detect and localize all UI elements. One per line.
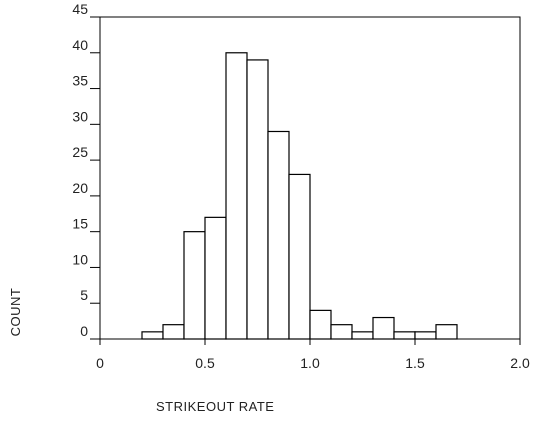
- histogram-bar: [288, 173, 311, 340]
- histogram-bar: [351, 331, 374, 340]
- y-tick-label: 20: [72, 180, 88, 196]
- y-tick-label: 40: [72, 37, 88, 53]
- histogram-bar: [246, 59, 269, 340]
- y-tick-label: 45: [72, 1, 88, 17]
- x-tick-label: 0.5: [195, 355, 215, 371]
- x-tick-label: 2.0: [510, 355, 530, 371]
- y-axis-label: COUNT: [8, 288, 23, 337]
- histogram-bar: [393, 331, 416, 340]
- histogram-bar: [141, 331, 164, 340]
- histogram-bar: [372, 316, 395, 340]
- x-tick-label: 0: [96, 355, 104, 371]
- x-axis-label: STRIKEOUT RATE: [156, 399, 274, 414]
- histogram-bar: [309, 309, 332, 340]
- y-tick-label: 15: [72, 216, 88, 232]
- x-tick-label: 1.0: [300, 355, 320, 371]
- y-tick-label: 30: [72, 108, 88, 124]
- histogram-bar: [414, 331, 437, 340]
- histogram-bar: [330, 324, 353, 340]
- y-tick-label: 5: [80, 287, 88, 303]
- histogram-bar: [267, 130, 290, 340]
- y-tick-label: 35: [72, 73, 88, 89]
- y-tick-label: 25: [72, 144, 88, 160]
- plot-area: 0 5 10 15 20 25 30 35 40 45 0 0.5 1.0 1.5 2.0: [72, 1, 530, 371]
- x-tick-label: 1.5: [405, 355, 425, 371]
- histogram-bar: [435, 324, 458, 340]
- histogram-bar: [183, 231, 206, 340]
- histogram-bar: [162, 324, 185, 340]
- y-tick-label: 10: [72, 251, 88, 267]
- y-tick-label: 0: [80, 323, 88, 339]
- histogram-bar: [225, 52, 248, 340]
- histogram-bar: [204, 216, 227, 340]
